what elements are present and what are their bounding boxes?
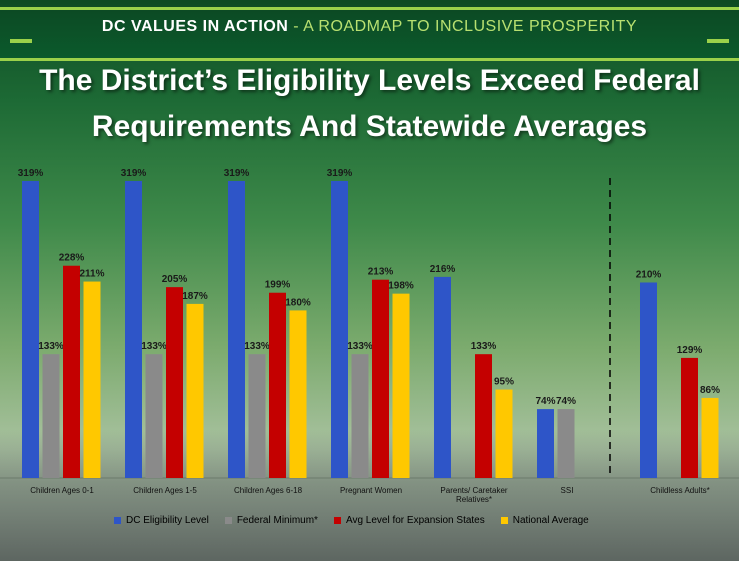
data-label-1-3: 133% [347, 341, 373, 352]
data-label-0-3: 319% [327, 168, 353, 179]
data-label-1-2: 133% [244, 341, 270, 352]
legend-swatch-0 [114, 516, 121, 524]
bar-3-3 [392, 293, 410, 478]
data-label-0-1: 319% [121, 168, 147, 179]
data-label-3-3: 198% [388, 281, 414, 292]
legend-item-1: Federal Minimum* [224, 511, 318, 529]
data-label-3-1: 187% [182, 291, 208, 302]
bar-0-6 [640, 282, 657, 478]
legend-swatch-3 [500, 516, 508, 524]
bar-2-0 [63, 265, 80, 478]
category-label-2: Children Ages 6-18 [234, 486, 303, 495]
category-label-3: Pregnant Women [340, 486, 402, 495]
bar-3-0 [83, 281, 101, 478]
bar-0-0 [22, 181, 39, 478]
header-text: DC VALUES IN ACTION - A ROADMAP TO INCLU… [0, 18, 739, 36]
header-dash-right [707, 39, 729, 43]
bar-2-2 [269, 292, 286, 478]
legend-item-2: Avg Level for Expansion States [333, 511, 485, 529]
legend-label-3: National Average [512, 514, 589, 526]
category-label-5: SSI [561, 486, 574, 495]
bar-2-1 [166, 287, 183, 478]
slide-title-line-2: Requirements And Statewide Averages [91, 110, 648, 143]
bar-3-2 [289, 310, 307, 478]
legend-label-0: DC Eligibility Level [126, 514, 209, 526]
slide-title-line-1: The District’s Eligibility Levels Exceed… [39, 64, 700, 97]
bar-0-2 [228, 181, 245, 478]
bar-2-6 [681, 357, 698, 478]
chart-legend: DC Eligibility Level Federal Minimum* Avg … [114, 511, 605, 529]
header-subtitle: A ROADMAP TO INCLUSIVE PROSPERITY [303, 18, 638, 35]
data-label-1-5: 74% [556, 396, 576, 407]
category-label-4-b: Relatives* [456, 495, 492, 504]
data-label-3-4: 95% [494, 377, 514, 388]
data-label-3-6: 86% [700, 385, 720, 396]
bar-3-6 [701, 397, 719, 478]
legend-swatch-1 [224, 516, 232, 524]
data-label-3-0: 211% [79, 269, 104, 280]
data-label-0-5: 74% [535, 396, 555, 407]
bar-0-4 [434, 276, 451, 478]
bar-1-2 [248, 354, 266, 478]
bar-0-1 [125, 181, 142, 478]
category-label-6: Childless Adults* [650, 486, 710, 495]
header-dash-left [10, 39, 32, 43]
legend-item-3: National Average [500, 511, 589, 529]
category-label-4: Parents/ Caretaker [440, 486, 507, 495]
data-label-2-2: 199% [265, 280, 291, 291]
data-label-2-3: 213% [368, 267, 394, 278]
bar-0-5 [537, 409, 554, 478]
bar-3-1 [186, 303, 204, 478]
bar-1-3 [351, 354, 369, 478]
bar-2-4 [475, 354, 492, 478]
legend-label-1: Federal Minimum* [236, 514, 318, 526]
data-label-0-6: 210% [636, 269, 662, 280]
data-label-3-2: 180% [285, 297, 311, 308]
data-label-2-4: 133% [471, 341, 497, 352]
bar-3-4 [495, 389, 513, 478]
data-label-1-1: 133% [141, 341, 167, 352]
header-bold: DC VALUES IN ACTION [101, 18, 289, 35]
category-label-0: Children Ages 0-1 [30, 486, 94, 495]
road-backdrop [0, 430, 739, 561]
legend-item-0: DC Eligibility Level [114, 511, 209, 529]
legend-swatch-2 [333, 516, 341, 524]
data-label-1-0: 133% [38, 341, 64, 352]
category-label-1: Children Ages 1-5 [133, 486, 197, 495]
header-separator: - [288, 18, 304, 35]
data-label-2-6: 129% [677, 345, 703, 356]
bar-1-1 [145, 354, 163, 478]
bar-1-0 [42, 354, 60, 478]
bar-0-3 [331, 181, 348, 478]
header-banner [0, 7, 739, 61]
data-label-0-4: 216% [430, 264, 456, 275]
legend-label-2: Avg Level for Expansion States [345, 514, 485, 526]
data-label-2-1: 205% [162, 274, 188, 285]
data-label-0-0: 319% [18, 168, 44, 179]
bar-1-5 [557, 409, 575, 478]
data-label-2-0: 228% [59, 253, 85, 264]
bar-2-3 [372, 279, 389, 478]
data-label-0-2: 319% [224, 168, 250, 179]
